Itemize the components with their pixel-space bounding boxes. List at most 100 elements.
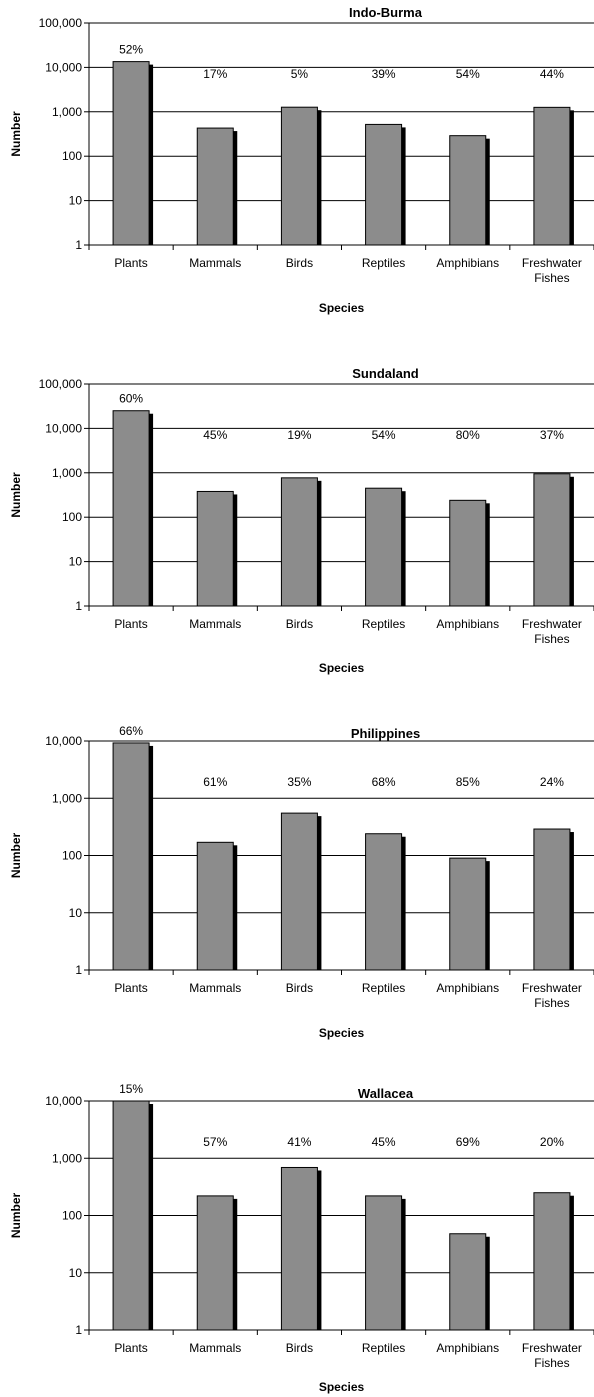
- data-label: 17%: [203, 67, 227, 81]
- x-tick-label: Freshwater Fishes: [522, 981, 582, 1010]
- bar: [280, 1166, 318, 1331]
- bar: [365, 487, 403, 607]
- x-tick-label: Plants: [114, 256, 147, 270]
- bar: [449, 135, 487, 246]
- data-label: 69%: [456, 1135, 480, 1149]
- data-label: 15%: [119, 1082, 143, 1096]
- bar: [449, 857, 487, 971]
- bar: [449, 499, 487, 607]
- chart-title: Wallacea: [358, 1086, 414, 1101]
- bar: [365, 1195, 403, 1331]
- data-label: 66%: [119, 724, 143, 738]
- x-tick-label: Amphibians: [436, 256, 499, 270]
- x-tick-label: Mammals: [189, 1341, 241, 1355]
- y-axis-label: Number: [9, 1193, 23, 1239]
- x-tick-label: Amphibians: [436, 1341, 499, 1355]
- y-tick-label: 1: [75, 238, 82, 252]
- y-tick-label: 10: [69, 906, 83, 920]
- y-tick-label: 10,000: [45, 734, 82, 748]
- chart-title: Sundaland: [352, 366, 419, 381]
- y-tick-label: 10: [69, 1266, 83, 1280]
- chart-philippines: 1 10 100 1,000 10,000 Plants Mammals Birds Repti…: [9, 724, 594, 1040]
- bar: [112, 1100, 150, 1331]
- bar: [449, 1233, 487, 1331]
- x-tick-label: Plants: [114, 617, 147, 631]
- y-tick-label: 1,000: [52, 105, 82, 119]
- y-tick-label: 1: [75, 1323, 82, 1337]
- y-tick-label: 1,000: [52, 1151, 82, 1165]
- data-label: 19%: [287, 428, 311, 442]
- data-label: 41%: [287, 1135, 311, 1149]
- bar: [196, 841, 234, 971]
- bar: [280, 477, 318, 607]
- x-tick-label: Reptiles: [362, 1341, 405, 1355]
- chart-title: Indo-Burma: [349, 5, 423, 20]
- bar: [533, 828, 571, 971]
- bar: [112, 410, 150, 607]
- y-axis-label: Number: [9, 833, 23, 879]
- x-tick-label: Mammals: [189, 256, 241, 270]
- y-tick-label: 100,000: [39, 16, 83, 30]
- y-axis-label: Number: [9, 472, 23, 518]
- chart-sundaland: 1 10 100 1,000 10,000 100,000 Plants Mammals Bir…: [9, 366, 594, 675]
- data-label: 37%: [540, 428, 564, 442]
- x-tick-label: Mammals: [189, 617, 241, 631]
- y-tick-label: 10,000: [45, 421, 82, 435]
- bar: [365, 123, 403, 246]
- chart-title: Philippines: [351, 726, 420, 741]
- x-axis-label: Species: [319, 1026, 365, 1040]
- data-label: 24%: [540, 775, 564, 789]
- data-label: 60%: [119, 392, 143, 406]
- data-label: 45%: [203, 428, 227, 442]
- y-tick-label: 10: [69, 194, 83, 208]
- y-tick-label: 100: [62, 510, 82, 524]
- x-axis-label: Species: [319, 301, 365, 315]
- bar: [533, 1192, 571, 1331]
- bar: [533, 473, 571, 607]
- data-label: 54%: [456, 67, 480, 81]
- x-tick-label: Mammals: [189, 981, 241, 995]
- chart-indo-burma: 1 10 100 1,000 10,000 100,000 Plants Mammals Bir…: [9, 5, 594, 315]
- y-tick-label: 100: [62, 849, 82, 863]
- y-tick-label: 100: [62, 1209, 82, 1223]
- x-tick-label: Reptiles: [362, 617, 405, 631]
- y-tick-label: 1: [75, 963, 82, 977]
- bar: [365, 833, 403, 971]
- data-label: 68%: [372, 775, 396, 789]
- data-label: 80%: [456, 428, 480, 442]
- x-tick-label: Freshwater Fishes: [522, 1341, 582, 1370]
- y-tick-label: 1,000: [52, 466, 82, 480]
- y-tick-label: 100: [62, 149, 82, 163]
- y-tick-label: 100,000: [39, 377, 83, 391]
- x-tick-label: Plants: [114, 981, 147, 995]
- y-tick-label: 10,000: [45, 1094, 82, 1108]
- data-label: 44%: [540, 67, 564, 81]
- bar: [196, 490, 234, 607]
- data-label: 54%: [372, 428, 396, 442]
- x-tick-label: Reptiles: [362, 981, 405, 995]
- x-axis-label: Species: [319, 1380, 365, 1394]
- y-tick-label: 10: [69, 555, 83, 569]
- x-tick-label: Reptiles: [362, 256, 405, 270]
- bar: [196, 1195, 234, 1331]
- chart-wallacea: 1 10 100 1,000 10,000 Plants Mammals Birds Repti…: [9, 1082, 594, 1394]
- data-label: 5%: [291, 67, 309, 81]
- data-label: 85%: [456, 775, 480, 789]
- y-tick-label: 10,000: [45, 60, 82, 74]
- x-axis-label: Species: [319, 661, 365, 675]
- x-tick-label: Freshwater Fishes: [522, 256, 582, 285]
- x-tick-label: Birds: [286, 256, 313, 270]
- x-tick-label: Amphibians: [436, 617, 499, 631]
- x-tick-label: Freshwater Fishes: [522, 617, 582, 646]
- y-axis-label: Number: [9, 111, 23, 157]
- x-tick-label: Plants: [114, 1341, 147, 1355]
- data-label: 52%: [119, 43, 143, 57]
- bar: [112, 61, 150, 246]
- bar: [280, 106, 318, 246]
- x-tick-label: Birds: [286, 1341, 313, 1355]
- y-tick-label: 1: [75, 599, 82, 613]
- data-label: 35%: [287, 775, 311, 789]
- data-label: 45%: [372, 1135, 396, 1149]
- data-label: 39%: [372, 67, 396, 81]
